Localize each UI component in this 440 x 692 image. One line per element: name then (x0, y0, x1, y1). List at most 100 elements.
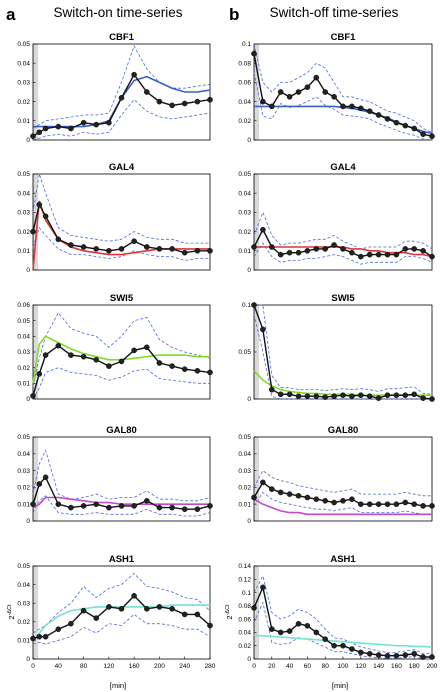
plot-gal80-off-ytick-label: 0.04 (238, 451, 251, 458)
plot-ash1-off-xtick-label: 0 (252, 663, 256, 670)
plot-gal4-on-data-point (169, 246, 175, 252)
plot-swi5-on-ytick-label: 0.04 (17, 334, 30, 341)
plot-gal4-off-title: GAL4 (330, 162, 356, 173)
plot-cbf1-on-data-point (68, 125, 74, 132)
plot-swi5-off-group: SWI5 0 0.05 0.1 (238, 293, 435, 403)
plot-cbf1-off-data-point (393, 119, 400, 126)
plot-cbf1-on-frame (32, 43, 211, 141)
column-b-title: Switch-off time-series (270, 5, 399, 20)
plot-ash1-off-data-point (357, 649, 364, 656)
plot-swi5-on-data-point (169, 363, 175, 369)
plot-gal80-off-upper-bound-line (253, 469, 432, 497)
plot-gal4-on-ytick-label: 0.03 (17, 210, 30, 217)
plot-gal4-off-ytick-label: 0.01 (238, 248, 251, 255)
plot-gal4-off-group: GAL4 0 0.01 0.02 0.03 0.04 0.05 (238, 162, 435, 274)
plot-ash1-off-xtick-label: 80 (322, 663, 330, 670)
plot-gal4-on-frame (32, 173, 211, 271)
plot-gal80-off-data-point (384, 501, 391, 508)
plot-cbf1-off-ytick-label: 0.08 (238, 60, 251, 67)
plot-swi5-off-title: SWI5 (331, 293, 355, 304)
plot-swi5-on-data-point (80, 353, 87, 360)
plot-swi5-off-data-point (384, 392, 391, 399)
plot-ash1-on-xtick-label: 0 (31, 663, 35, 670)
plot-ash1-off-data-point (295, 621, 302, 627)
panel-letter-b: b (229, 5, 239, 24)
plot-swi5-off-data-point (402, 392, 409, 399)
plot-gal80-on-ytick-label: 0 (26, 518, 30, 525)
plot-ash1-off-data-point (277, 629, 284, 636)
plot-gal4-on-data-point (42, 213, 49, 219)
plot-ash1-off-ytick-label: 0.02 (238, 643, 251, 650)
plot-swi5-on-data-point (30, 393, 36, 399)
plot-ash1-on-ytick-label: 0 (26, 656, 30, 663)
plot-cbf1-on-data-point (106, 119, 112, 126)
plot-gal4-on-ytick-label: 0 (26, 267, 30, 274)
plot-ash1-on-data-point (106, 604, 112, 610)
plot-cbf1-off-data-point (286, 94, 293, 100)
plot-gal80-off-frame (253, 436, 433, 522)
plot-gal4-on-data-point (118, 246, 125, 252)
plot-swi5-off-data-point (251, 302, 257, 308)
plot-cbf1-on-ytick-label: 0.04 (17, 60, 30, 67)
plot-gal4-off-data-point (357, 253, 364, 260)
plot-gal4-on-data-point (30, 228, 36, 235)
plot-cbf1-off-data-point (375, 112, 382, 118)
plot-cbf1-off-lower-bound-line (253, 72, 433, 141)
plot-cbf1-on-title: CBF1 (109, 32, 135, 43)
plot-cbf1-on-ytick-label: 0.01 (17, 118, 30, 125)
plot-gal80-on-data-point (169, 504, 175, 511)
plot-gal4-on-data-point (80, 244, 87, 250)
plot-ash1-off-xtick-label: 180 (409, 663, 420, 670)
plot-gal4-off-shade-band (254, 174, 259, 270)
plot-swi5-on-upper-bound-line (32, 312, 211, 387)
plot-cbf1-off-data-point (313, 74, 320, 81)
plot-cbf1-on-ytick-label: 0.05 (17, 41, 30, 48)
plot-swi5-on-frame (32, 304, 211, 400)
plot-ash1-off-data-point (331, 642, 337, 649)
plot-cbf1-off-frame (253, 43, 433, 141)
plot-cbf1-off-data-point (349, 103, 355, 110)
plot-gal80-off-model-line (253, 498, 432, 516)
plot-cbf1-off-data-point (268, 103, 275, 110)
plot-swi5-on-data-point (156, 360, 163, 366)
plot-ash1-off-model-line (253, 634, 433, 648)
plot-ash1-on-data-point (93, 615, 99, 621)
plot-swi5-off-data-line (253, 304, 433, 400)
plot-gal80-on-data-point (131, 503, 137, 509)
plot-gal80-on-ytick-label: 0.02 (17, 485, 30, 492)
plot-ash1-on-lower-bound-line (32, 613, 211, 645)
plot-gal80-off-data-point (313, 496, 320, 503)
plot-swi5-off-data-point (411, 391, 418, 398)
plot-swi5-on-ytick-label: 0.06 (17, 302, 30, 309)
plot-ash1-off-data-point (429, 654, 435, 660)
plot-cbf1-off-data-point (277, 89, 284, 95)
svg-text:2-ΔCt: 2-ΔCt (7, 604, 16, 620)
plot-gal4-off-data-point (366, 251, 373, 258)
plot-gal80-off-data-point (366, 501, 373, 508)
plot-gal80-on-title: GAL80 (106, 425, 137, 436)
plot-swi5-off-data-point (286, 391, 293, 398)
plot-ash1-on-ytick-label: 0.05 (17, 563, 30, 570)
plot-cbf1-off-ytick-label: 0.1 (242, 41, 251, 48)
plot-gal80-on-data-point (42, 474, 49, 481)
plot-ash1-on-xtick-label: 280 (205, 663, 216, 670)
plot-ash1-on-data-point (181, 611, 188, 618)
plot-cbf1-on-data-point (118, 95, 125, 101)
plot-gal4-on-data-point (143, 244, 150, 250)
plot-gal80-on-data-point (207, 503, 213, 509)
plot-cbf1-off-data-point (295, 89, 302, 95)
plot-ash1-on-data-point (156, 604, 163, 610)
plot-ash1-off-xtick-label: 100 (338, 663, 349, 670)
plot-swi5-off-data-point (375, 395, 382, 401)
y-axis-label-a-sup: -ΔCt (7, 604, 13, 615)
plot-ash1-on-xtick-label: 200 (154, 663, 165, 670)
plot-swi5-on-ytick-label: 0.05 (17, 318, 30, 325)
y-axis-label-b: 2-ΔCt (225, 604, 234, 620)
plot-cbf1-on-data-point (80, 119, 87, 126)
plot-cbf1-off-data-point (251, 50, 257, 57)
plot-swi5-on-data-point (181, 366, 188, 373)
plot-gal4-off-frame (253, 173, 433, 271)
plot-gal80-on-data-point (143, 497, 150, 504)
plot-swi5-on-ytick-label: 0 (26, 396, 30, 403)
plot-ash1-off-data-point (304, 623, 311, 629)
